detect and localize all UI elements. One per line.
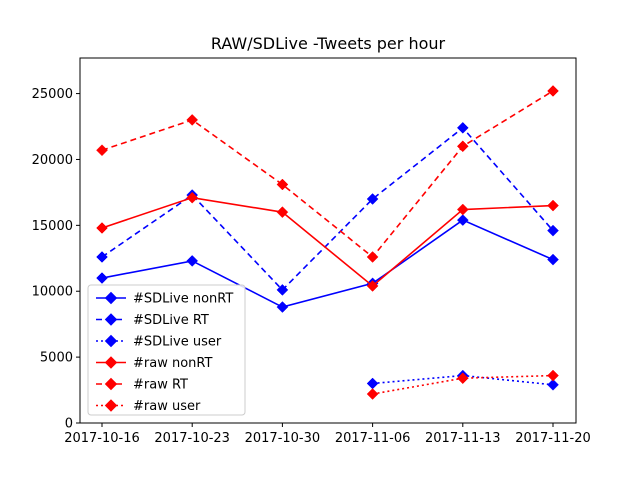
legend-marker [104,356,118,369]
legend-label: #SDLive RT [133,313,209,328]
legend-marker [104,377,118,391]
data-point [96,272,108,284]
y-tick-label: 0 [65,417,73,432]
data-point [276,301,289,313]
series [96,191,559,292]
y-tick-label: 10000 [32,285,73,300]
data-point [366,193,379,205]
data-point [96,144,108,157]
data-point [547,369,559,382]
legend-label: #raw user [133,399,201,414]
data-point [547,378,559,391]
data-point [96,222,108,234]
series-line [101,126,554,292]
data-point [186,191,199,204]
y-tick-label: 25000 [32,87,73,102]
data-point [276,178,289,191]
legend-label: #SDLive nonRT [133,292,233,307]
legend-box [87,284,246,416]
data-point [276,284,289,296]
series [96,121,559,296]
legend-marker [104,399,118,412]
data-point [547,199,559,212]
data-point [456,372,469,385]
data-point [186,114,199,126]
plot-frame [79,57,577,424]
data-point [366,388,379,400]
data-point [547,85,559,97]
data-point [547,224,559,237]
data-point [366,280,379,292]
x-tick-label: 2017-10-16 [64,431,140,446]
x-tick-label: 2017-11-13 [425,431,501,446]
series-line [101,219,554,308]
legend-marker [104,291,118,305]
series-line [101,196,554,288]
y-tick-label: 15000 [32,219,73,234]
legend-marker [104,334,118,348]
data-point [456,121,469,134]
data-point [186,255,199,267]
data-point [456,214,469,226]
series [96,214,559,313]
data-point [276,206,289,219]
legend-marker [104,313,118,326]
data-point [456,203,469,216]
data-point [366,377,379,390]
chart-title: RAW/SDLive -Tweets per hour [211,34,446,53]
legend-label: #SDLive user [133,335,222,350]
series-line [101,90,554,259]
x-tick-label: 2017-11-06 [335,431,411,446]
data-point [456,140,469,153]
x-tick-label: 2017-10-23 [154,431,230,446]
data-point [366,251,379,263]
series [366,369,559,400]
y-tick-label: 20000 [32,153,73,168]
x-tick-label: 2017-11-20 [515,431,591,446]
data-point [547,253,559,266]
data-point [96,251,108,263]
y-tick-label: 5000 [40,351,73,366]
x-tick-label: 2017-10-30 [245,431,321,446]
legend-label: #raw nonRT [133,356,212,371]
legend-label: #raw RT [133,378,188,393]
series [96,85,559,263]
